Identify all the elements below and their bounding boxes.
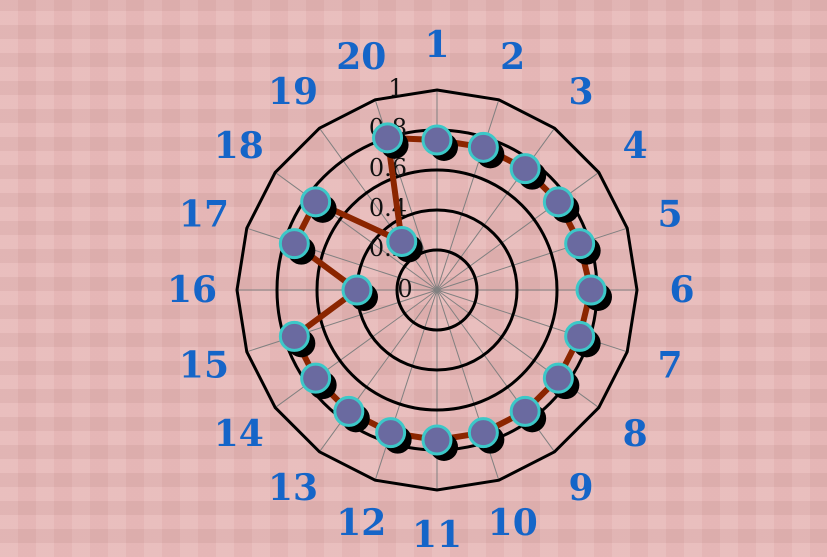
spoke-line <box>436 99 500 291</box>
r-tick-label: 0 <box>397 275 412 303</box>
data-point <box>467 131 499 163</box>
spoke-line <box>436 227 628 291</box>
category-label: 16 <box>167 269 217 311</box>
category-label: 12 <box>336 502 386 544</box>
category-label: 15 <box>179 345 229 387</box>
data-point <box>372 122 404 154</box>
data-point <box>575 274 607 306</box>
spoke-line <box>436 127 555 291</box>
category-label: 5 <box>657 193 682 235</box>
data-point <box>509 395 541 427</box>
category-label: 1 <box>424 24 449 66</box>
grid-ring-outer <box>235 88 639 492</box>
spoke-line <box>319 289 438 453</box>
category-label: 9 <box>568 467 593 509</box>
category-label: 11 <box>412 514 462 556</box>
spoke-line <box>246 227 438 291</box>
data-point <box>467 417 499 449</box>
data-point <box>341 274 373 306</box>
series-layer <box>278 122 612 461</box>
data-point <box>278 320 310 352</box>
data-point <box>564 320 596 352</box>
data-point <box>421 424 453 456</box>
category-label: 13 <box>268 467 318 509</box>
grid-ring <box>315 168 559 412</box>
category-label: 10 <box>488 502 538 544</box>
series-line <box>291 134 594 443</box>
category-label: 20 <box>336 36 386 78</box>
data-point <box>300 186 332 218</box>
data-point <box>375 417 407 449</box>
grid-ring <box>395 248 479 332</box>
category-label: 6 <box>669 269 694 311</box>
data-point <box>278 228 310 260</box>
category-label: 2 <box>500 36 525 78</box>
category-label: 7 <box>657 345 682 387</box>
spoke-line <box>274 289 438 408</box>
category-label: 17 <box>179 193 229 235</box>
r-tick-label: 1 <box>388 74 403 102</box>
category-label: 14 <box>214 413 264 455</box>
data-point <box>386 225 418 257</box>
category-label: 4 <box>623 125 648 167</box>
category-label: 18 <box>214 125 264 167</box>
category-label: 3 <box>568 71 593 113</box>
spoke-line <box>319 127 438 291</box>
data-point <box>333 395 365 427</box>
spoke-line <box>374 289 438 481</box>
data-point <box>421 124 453 156</box>
category-label: 8 <box>623 413 648 455</box>
data-point <box>542 362 574 394</box>
spoke-line <box>436 172 600 291</box>
spoke-line <box>246 289 438 353</box>
data-point <box>564 228 596 260</box>
spoke-line <box>274 172 438 291</box>
data-point <box>300 362 332 394</box>
data-point <box>542 186 574 218</box>
data-point <box>509 153 541 185</box>
category-label: 19 <box>268 71 318 113</box>
